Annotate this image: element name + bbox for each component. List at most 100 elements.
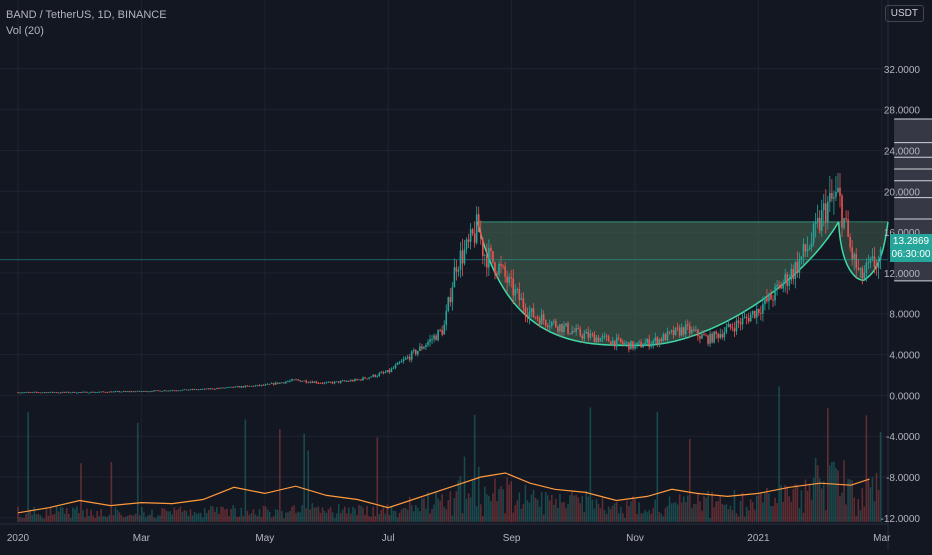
candle-body [417,350,419,355]
candle-body [118,391,121,393]
y-tick-label: 24.0000 [884,146,921,157]
candle-body [57,392,60,394]
candle-body [276,382,279,384]
candle-body [877,259,880,269]
volume-bar [532,489,535,522]
candle-body [806,249,809,252]
candle-body [356,379,358,380]
candle-body [835,191,837,198]
volume-bar [563,501,565,522]
candle-body [232,386,234,388]
candle-body [609,341,612,345]
candle-body [224,387,226,389]
volume-bar [441,494,443,522]
volume-bar [467,493,470,522]
candle-body [668,331,671,333]
candle-body [408,356,411,360]
bar-countdown: 06:30:00 [891,249,931,260]
candle-body [149,391,151,393]
candle-body [869,258,872,263]
candle-body [175,390,178,392]
volume-bar [745,506,748,522]
candle-body [92,391,94,393]
candle-body [567,323,569,334]
volume-indicator-label[interactable]: Vol (20) [6,25,44,37]
volume-bar [701,510,703,522]
candle-body [242,386,245,388]
volume-bar [212,506,214,522]
volume-bar [244,419,247,522]
volume-bar [664,508,667,522]
volume-bar [321,507,324,522]
volume-bar [161,508,163,522]
candle-body [469,229,472,242]
candle-body [329,381,332,383]
candle-body [569,333,571,335]
candle-body [274,382,277,385]
candle-body [634,344,636,349]
volume-bar [827,408,829,522]
time-axis[interactable]: 2020MarMayJulSepNov2021MarMayJulSepNov20… [7,533,932,544]
candle-body [392,367,395,369]
volume-bar [729,505,732,522]
price-axis[interactable]: 32.0000 28.0000 24.0000 20.0000 16.0000 12.00… [881,65,921,525]
candle-body [33,391,36,393]
volume-bar [674,502,677,522]
volume-bar [82,510,84,522]
candle-body [845,218,847,220]
candle-body [23,392,25,394]
candle-body [287,381,289,383]
candle-body [238,386,241,388]
candle-body [812,224,815,243]
candle-body [35,391,38,393]
volume-bar [236,516,238,522]
candle-body [851,247,853,260]
volume-bar [595,499,598,522]
volume-bar [118,512,121,522]
candle-body [386,370,389,373]
candle-body [394,364,397,368]
candle-body [455,267,458,272]
volume-bar [370,516,372,522]
candle-body [664,334,667,341]
symbol-title[interactable]: BAND / TetherUS, 1D, BINANCE [6,9,167,21]
candle-body [39,392,42,394]
volume-bar [138,515,141,522]
volume-ma-line [17,472,870,514]
volume-bar [258,509,261,522]
candle-body [656,337,659,345]
candle-body [130,391,133,393]
candle-body [31,392,34,393]
currency-badge[interactable]: USDT [884,5,924,22]
candle-body [691,329,693,334]
volume-bar [484,486,486,522]
volume-bar [145,517,147,522]
candle-body [861,268,864,279]
candle-body [323,382,326,384]
volume-bar [847,479,849,522]
volume-bar [149,514,151,522]
volume-bar [473,414,476,522]
candle-body [782,283,784,289]
volume-bar [636,514,638,522]
volume-bar [437,498,439,522]
candle-body [494,262,496,274]
volume-bar [802,512,805,522]
volume-bar [417,507,419,522]
volume-bar [577,497,579,522]
volume-bar [672,502,675,522]
candle-body [76,392,78,394]
candle-body [638,341,640,343]
volume-bar [268,511,271,522]
candle-body [626,342,628,344]
candle-body [843,218,845,228]
candle-body [703,334,705,336]
volume-bar [524,484,527,522]
volume-bar [155,518,157,522]
volume-bar [270,517,273,522]
volume-bar [774,497,776,522]
candle-body [315,381,318,383]
candle-body [684,324,687,335]
